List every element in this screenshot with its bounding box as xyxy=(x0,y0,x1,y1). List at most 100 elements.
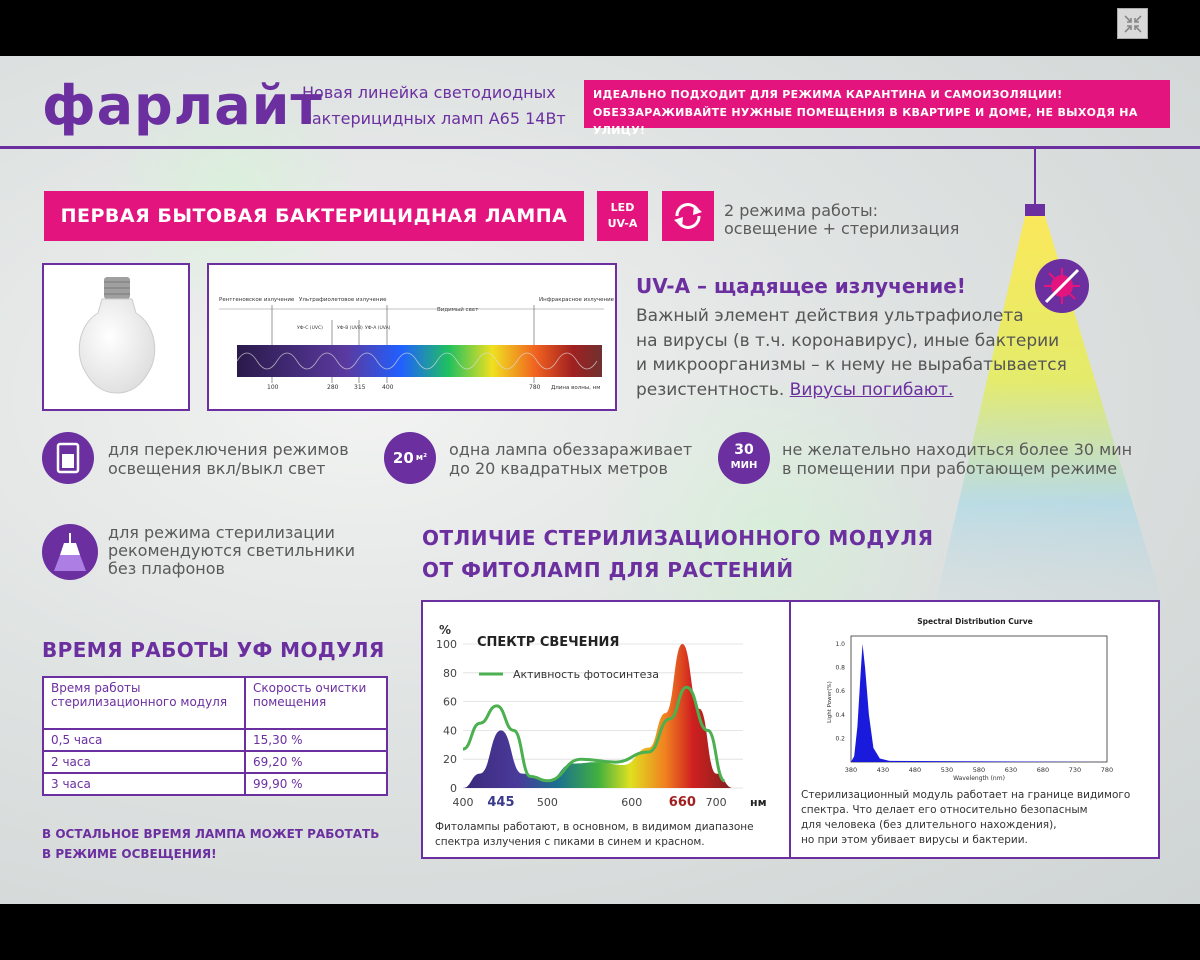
y-tick-label: 1.0 xyxy=(835,641,845,648)
sdc-chart-title: Spectral Distribution Curve xyxy=(917,617,1032,626)
x-tick-label: 430 xyxy=(877,766,889,774)
caption-line: Фитолампы работают, в основном, в видимо… xyxy=(435,821,754,833)
time-value: 30 xyxy=(734,442,754,458)
table-header-cell: Время работы стерилизационного модуля xyxy=(42,676,246,730)
promo-banner: ИДЕАЛЬНО ПОДХОДИТ ДЛЯ РЕЖИМА КАРАНТИНА И… xyxy=(584,80,1170,137)
x-tick-label: 630 xyxy=(1005,766,1017,774)
sdc-ticks: 380 430 480 530 580 630 680 730 780 0.2 0.4 0.6 0.8 1… xyxy=(835,641,1113,774)
virus-crossed-icon xyxy=(1044,268,1080,304)
uv-time-note: В ОСТАЛЬНОЕ ВРЕМЯ ЛАМПА МОЖЕТ РАБОТАТЬ В… xyxy=(42,824,379,864)
difference-title: ОТЛИЧИЕ СТЕРИЛИЗАЦИОННОГО МОДУЛЯ ОТ ФИТО… xyxy=(422,522,934,586)
feature-line: в помещении при работающем режиме xyxy=(782,459,1118,478)
led-uva-badge: LED UV-A xyxy=(597,191,648,241)
table-row: 0,5 часа 15,30 % xyxy=(42,728,388,752)
area-icon-badge: 20 м² xyxy=(384,432,436,484)
y-tick-label: 40 xyxy=(443,724,457,737)
feature-area-text: одна лампа обеззараживает до 20 квадратн… xyxy=(449,440,692,478)
x-tick-label: 480 xyxy=(909,766,921,774)
difference-line: ОТ ФИТОЛАМП ДЛЯ РАСТЕНИЙ xyxy=(422,558,794,582)
em-tick: 780 xyxy=(529,384,541,391)
y-tick-label: 0.4 xyxy=(835,712,845,719)
sdc-caption: Стерилизационный модуль работает на гран… xyxy=(801,788,1130,848)
badge-line: UV-A xyxy=(607,217,638,230)
em-axis-label: Длина волны, нм xyxy=(551,385,600,391)
lamp-bulb-icon xyxy=(78,277,156,394)
y-tick-label: 0.8 xyxy=(835,665,845,672)
phyto-spectrum-chart: 0 20 40 60 80 100 400 445 500 600 660 700 % СПЕКТР … xyxy=(436,623,767,810)
caption-line: Стерилизационный модуль работает на гран… xyxy=(801,789,1131,801)
sdc-x-label: Wavelength (nm) xyxy=(953,775,1005,782)
feature-line: одна лампа обеззараживает xyxy=(449,440,693,459)
difference-line: ОТЛИЧИЕ СТЕРИЛИЗАЦИОННОГО МОДУЛЯ xyxy=(422,526,934,550)
phyto-chart-title: СПЕКТР СВЕЧЕНИЯ xyxy=(477,635,619,650)
uv-time-title: ВРЕМЯ РАБОТЫ УФ МОДУЛЯ xyxy=(42,638,385,662)
headline-banner: ПЕРВАЯ БЫТОВАЯ БАКТЕРИЦИДНАЯ ЛАМПА xyxy=(44,191,584,241)
modes-line: освещение + стерилизация xyxy=(724,219,960,238)
table-header-cell: Скорость очистки помещения xyxy=(244,676,388,730)
badge-line: LED xyxy=(610,201,635,214)
feature-line: без плафонов xyxy=(108,559,225,578)
table-cell: 3 часа xyxy=(42,772,246,796)
x-tick-label: 580 xyxy=(973,766,985,774)
em-label-xray: Рентгеновское излучение xyxy=(219,297,295,303)
time-unit: МИН xyxy=(730,460,758,471)
table-cell: 99,90 % xyxy=(244,772,388,796)
uva-line-prefix: резистентность. xyxy=(636,379,790,400)
y-tick-label: 80 xyxy=(443,667,457,680)
table-row: 3 часа 99,90 % xyxy=(42,772,388,796)
modes-icon xyxy=(662,191,714,241)
phyto-x-unit: нм xyxy=(750,796,767,809)
table-cell: 2 часа xyxy=(42,750,246,774)
spectral-distribution-chart: Spectral Distribution Curve 380 430 480 530… xyxy=(827,617,1113,782)
em-label-uvc: УФ-С (UVC) xyxy=(297,325,323,331)
header-divider xyxy=(0,146,1200,149)
promo-line: ИДЕАЛЬНО ПОДХОДИТ ДЛЯ РЕЖИМА КАРАНТИНА И… xyxy=(593,88,1063,101)
caption-line: спектра излучения с пиками в синем и кра… xyxy=(435,836,705,848)
bulb-photo xyxy=(42,263,190,411)
phyto-emission-area xyxy=(463,644,733,788)
uv-time-table: Время работы стерилизационного модуля Ск… xyxy=(42,676,388,796)
em-label-uva: УФ-А (UVA) xyxy=(365,325,391,331)
x-tick-label: 660 xyxy=(669,795,696,810)
feature-line: до 20 квадратных метров xyxy=(449,459,668,478)
caption-line: для человека (без длительного нахождения… xyxy=(801,819,1057,831)
x-tick-label: 700 xyxy=(706,796,727,809)
subtitle-line: Новая линейка светодиодных xyxy=(302,83,556,102)
y-tick-label: 20 xyxy=(443,753,457,766)
collapse-icon xyxy=(1123,14,1142,33)
y-tick-label: 100 xyxy=(436,638,457,651)
em-tick: 400 xyxy=(382,384,394,391)
feature-fixture-text: для режима стерилизации рекомендуются св… xyxy=(108,524,355,578)
uva-line: резистентность. Вирусы погибают. xyxy=(636,378,1067,403)
x-tick-label: 500 xyxy=(537,796,558,809)
em-tick: 315 xyxy=(354,384,366,391)
feature-line: не желательно находиться более 30 мин xyxy=(782,440,1133,459)
feature-line: для режима стерилизации xyxy=(108,523,335,542)
y-tick-label: 0.2 xyxy=(835,735,845,742)
y-tick-label: 0.6 xyxy=(835,688,845,695)
viruses-die-link[interactable]: Вирусы погибают. xyxy=(789,379,954,400)
area-unit: м² xyxy=(415,453,428,463)
caption-line: спектра. Что делает его относительно без… xyxy=(801,804,1088,816)
uva-line: Важный элемент действия ультрафиолета xyxy=(636,306,1024,326)
feature-line: освещения вкл/выкл свет xyxy=(108,459,326,478)
em-label-uv: Ультрафиолетовое излучение xyxy=(299,297,387,303)
x-tick-label: 445 xyxy=(487,795,514,810)
uva-text: Важный элемент действия ультрафиолета на… xyxy=(636,304,1067,402)
modes-line: 2 режима работы: xyxy=(724,201,878,220)
em-label-visible: Видимый свет xyxy=(437,306,479,313)
y-tick-label: 60 xyxy=(443,696,457,709)
time-icon-badge: 30 МИН xyxy=(718,432,770,484)
y-tick-label: 0 xyxy=(450,782,457,795)
fullscreen-button[interactable] xyxy=(1117,8,1148,39)
refresh-icon xyxy=(674,203,702,229)
note-line: В РЕЖИМЕ ОСВЕЩЕНИЯ! xyxy=(42,847,217,861)
promo-line: ОБЕЗЗАРАЖИВАЙТЕ НУЖНЫЕ ПОМЕЩЕНИЯ В КВАРТ… xyxy=(593,106,1138,137)
switch-icon-badge xyxy=(42,432,94,484)
note-line: В ОСТАЛЬНОЕ ВРЕМЯ ЛАМПА МОЖЕТ РАБОТАТЬ xyxy=(42,827,380,841)
x-tick-label: 680 xyxy=(1037,766,1049,774)
brand-logo: фарлайт xyxy=(42,74,323,137)
caption-line: но при этом убивает вирусы и бактерии. xyxy=(801,834,1028,846)
em-tick: 100 xyxy=(267,384,279,391)
light-switch-icon xyxy=(56,442,80,474)
